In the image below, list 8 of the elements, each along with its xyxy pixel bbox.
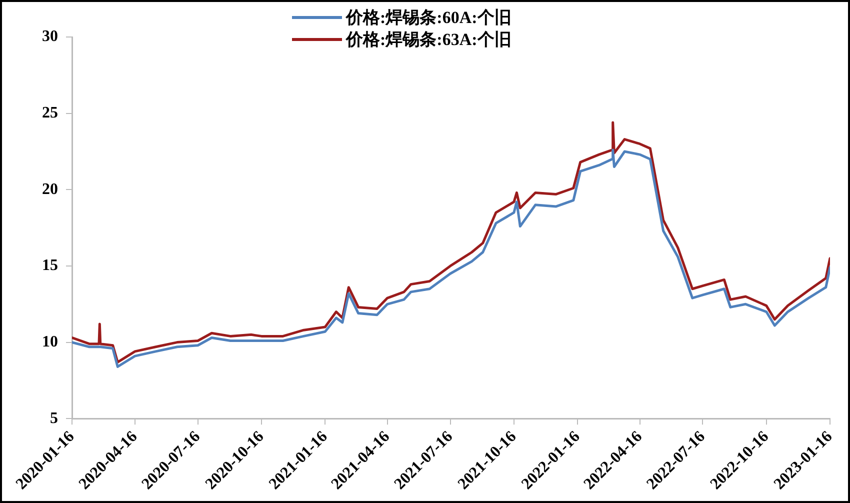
y-tick-label: 5 bbox=[50, 410, 58, 427]
legend-label: 价格:焊锡条:63A:个旧 bbox=[346, 28, 512, 50]
y-tick-label: 15 bbox=[42, 257, 58, 274]
legend-label: 价格:焊锡条:60A:个旧 bbox=[346, 6, 512, 28]
y-tick-label: 20 bbox=[42, 180, 58, 198]
y-tick-label: 10 bbox=[42, 333, 58, 350]
y-tick-label: 30 bbox=[42, 28, 58, 46]
y-tick-label: 25 bbox=[42, 104, 58, 122]
